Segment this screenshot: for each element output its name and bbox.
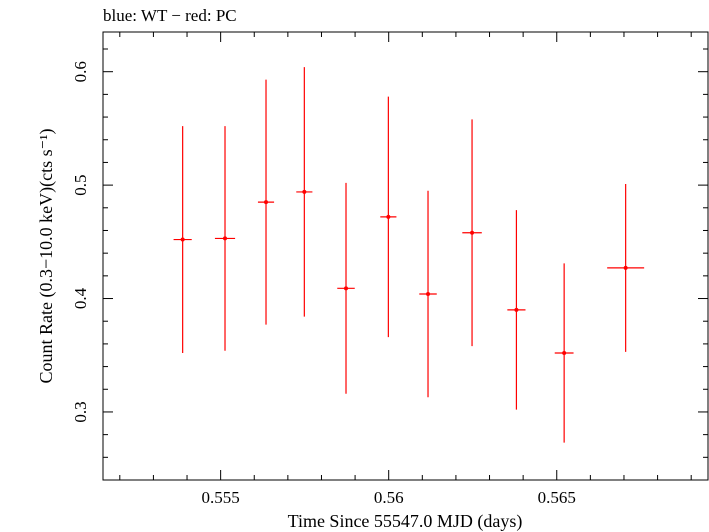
data-point — [554, 263, 574, 443]
x-tick-label: 0.56 — [374, 488, 404, 507]
data-point — [419, 190, 437, 398]
data-marker — [426, 291, 431, 296]
y-tick-label: 0.6 — [71, 61, 90, 82]
data-point — [337, 182, 355, 394]
y-tick-label: 0.4 — [71, 287, 90, 309]
chart-title: blue: WT − red: PC — [103, 6, 237, 25]
data-marker — [470, 230, 475, 235]
data-marker — [302, 189, 307, 194]
x-axis-label: Time Since 55547.0 MJD (days) — [288, 511, 523, 532]
data-point — [507, 210, 526, 410]
data-marker — [223, 236, 228, 241]
axis-ticks — [103, 32, 708, 481]
data-marker — [386, 214, 391, 219]
data-series — [173, 67, 645, 443]
data-point — [214, 126, 236, 351]
data-point — [296, 67, 313, 317]
axis-tick-labels: 0.555 0.56 0.565 0.3 0.4 0.5 0.6 — [71, 61, 576, 507]
data-marker — [344, 286, 349, 291]
data-marker — [180, 237, 185, 242]
y-tick-label: 0.5 — [71, 174, 90, 195]
data-marker — [264, 200, 269, 205]
x-tick-label: 0.565 — [538, 488, 576, 507]
data-marker — [623, 265, 628, 270]
data-point — [607, 183, 645, 352]
data-marker — [514, 307, 519, 312]
data-point — [380, 96, 397, 338]
data-point — [257, 79, 275, 325]
data-marker — [562, 350, 567, 355]
data-point — [173, 126, 192, 353]
data-point — [462, 119, 482, 347]
y-axis-label: Count Rate (0.3−10.0 keV)(cts s⁻¹) — [36, 128, 57, 383]
y-tick-label: 0.3 — [71, 401, 90, 422]
plot-frame — [102, 31, 709, 481]
x-tick-label: 0.555 — [202, 488, 240, 507]
